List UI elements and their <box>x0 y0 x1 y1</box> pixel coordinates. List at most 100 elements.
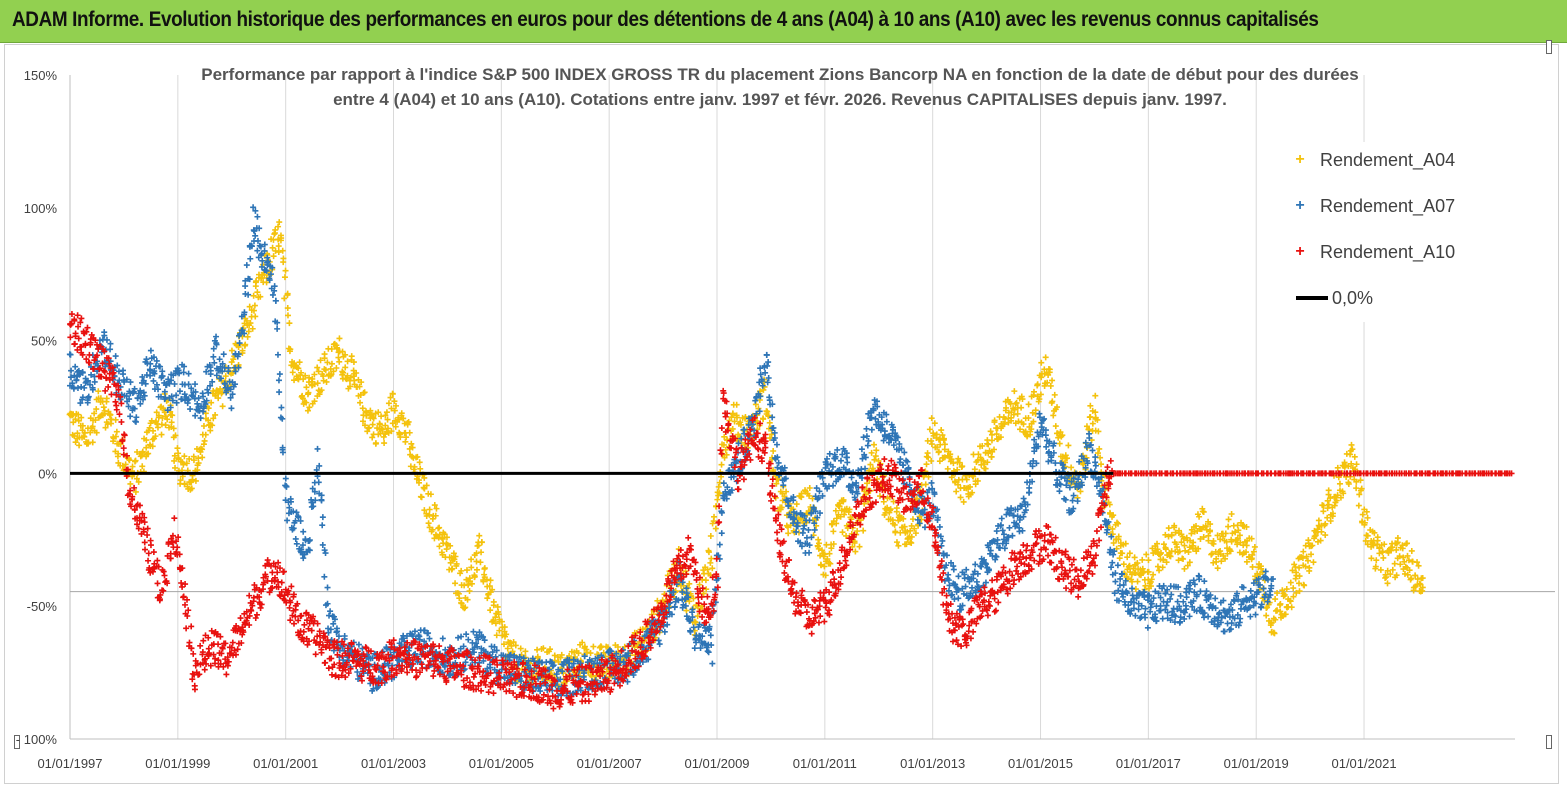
scatter-point <box>763 352 770 359</box>
scatter-point <box>705 549 712 556</box>
scatter-point <box>92 417 99 424</box>
scatter-point <box>477 559 484 566</box>
scatter-point <box>1139 556 1146 563</box>
scatter-point <box>202 431 209 438</box>
y-tick-label: 0% <box>38 466 57 481</box>
scatter-point <box>1177 592 1184 599</box>
chart-frame <box>4 44 1559 784</box>
scatter-point <box>141 539 148 546</box>
scatter-point <box>1144 624 1151 631</box>
scatter-point <box>142 546 149 553</box>
scatter-point <box>1006 524 1013 531</box>
scatter-point <box>844 459 851 466</box>
scatter-point <box>941 446 948 453</box>
x-tick-label: 01/01/2015 <box>1008 756 1073 771</box>
scatter-point <box>1384 580 1391 587</box>
scatter-point <box>443 546 450 553</box>
scatter-point <box>112 353 119 360</box>
scatter-point <box>172 432 179 439</box>
resize-handle-left[interactable] <box>14 735 20 749</box>
scatter-point <box>1098 461 1105 468</box>
scatter-point <box>871 456 878 463</box>
scatter-point <box>280 259 287 266</box>
scatter-point <box>72 363 79 370</box>
scatter-point <box>439 635 446 642</box>
scatter-point <box>1109 559 1116 566</box>
scatter-point <box>1213 558 1220 565</box>
scatter-point <box>450 550 457 557</box>
scatter-point <box>426 524 433 531</box>
scatter-point <box>1154 563 1161 570</box>
scatter-point <box>215 641 222 648</box>
scatter-point <box>806 485 813 492</box>
scatter-point <box>815 536 822 543</box>
scatter-point <box>143 437 150 444</box>
scatter-point <box>186 455 193 462</box>
scatter-point <box>155 386 162 393</box>
scatter-point <box>858 446 865 453</box>
scatter-point <box>818 562 825 569</box>
scatter-point <box>237 615 244 622</box>
scatter-point <box>773 441 780 448</box>
scatter-point <box>934 444 941 451</box>
scatter-point <box>431 502 438 509</box>
scatter-point <box>614 643 621 650</box>
scatter-point <box>716 541 723 548</box>
scatter-point <box>768 431 775 438</box>
scatter-point <box>392 423 399 430</box>
scatter-point <box>207 367 214 374</box>
scatter-point <box>928 441 935 448</box>
scatter-point <box>581 643 588 650</box>
scatter-point <box>286 320 293 327</box>
scatter-point <box>867 461 874 468</box>
scatter-point <box>1159 564 1166 571</box>
scatter-point <box>1391 560 1398 567</box>
scatter-point <box>254 213 261 220</box>
scatter-point <box>1052 423 1059 430</box>
scatter-point <box>925 454 932 461</box>
scatter-point <box>250 292 257 299</box>
scatter-point <box>364 428 371 435</box>
scatter-point <box>317 388 324 395</box>
scatter-point <box>708 555 715 562</box>
scatter-point <box>199 446 206 453</box>
scatter-point <box>891 521 898 528</box>
scatter-point <box>928 415 935 422</box>
scatter-point <box>178 579 185 586</box>
scatter-point <box>720 480 727 487</box>
scatter-point <box>413 673 420 680</box>
scatter-point <box>74 312 81 319</box>
x-tick-label: 01/01/2009 <box>684 756 749 771</box>
scatter-point <box>344 372 351 379</box>
scatter-point <box>314 380 321 387</box>
scatter-point <box>228 405 235 412</box>
scatter-point <box>281 274 288 281</box>
scatter-point <box>153 409 160 416</box>
scatter-point <box>468 556 475 563</box>
scatter-point <box>956 459 963 466</box>
scatter-point <box>76 442 83 449</box>
scatter-point <box>363 412 370 419</box>
scatter-point <box>1145 557 1152 564</box>
scatter-point <box>1065 442 1072 449</box>
scatter-point <box>1168 591 1175 598</box>
scatter-point <box>856 543 863 550</box>
scatter-point <box>132 488 139 495</box>
scatter-point <box>955 481 962 488</box>
scatter-point <box>686 580 693 587</box>
resize-handle-right[interactable] <box>1546 735 1552 749</box>
scatter-point <box>893 539 900 546</box>
scatter-point <box>868 449 875 456</box>
resize-handle-top-right[interactable] <box>1546 40 1552 54</box>
scatter-point <box>315 479 322 486</box>
scatter-point <box>1225 516 1232 523</box>
scatter-point <box>72 416 79 423</box>
scatter-point <box>210 353 217 360</box>
scatter-point <box>654 597 661 604</box>
scatter-point <box>102 387 109 394</box>
scatter-point <box>416 459 423 466</box>
scatter-point <box>993 528 1000 535</box>
scatter-point <box>223 671 230 678</box>
scatter-point <box>100 404 107 411</box>
scatter-point <box>468 564 475 571</box>
